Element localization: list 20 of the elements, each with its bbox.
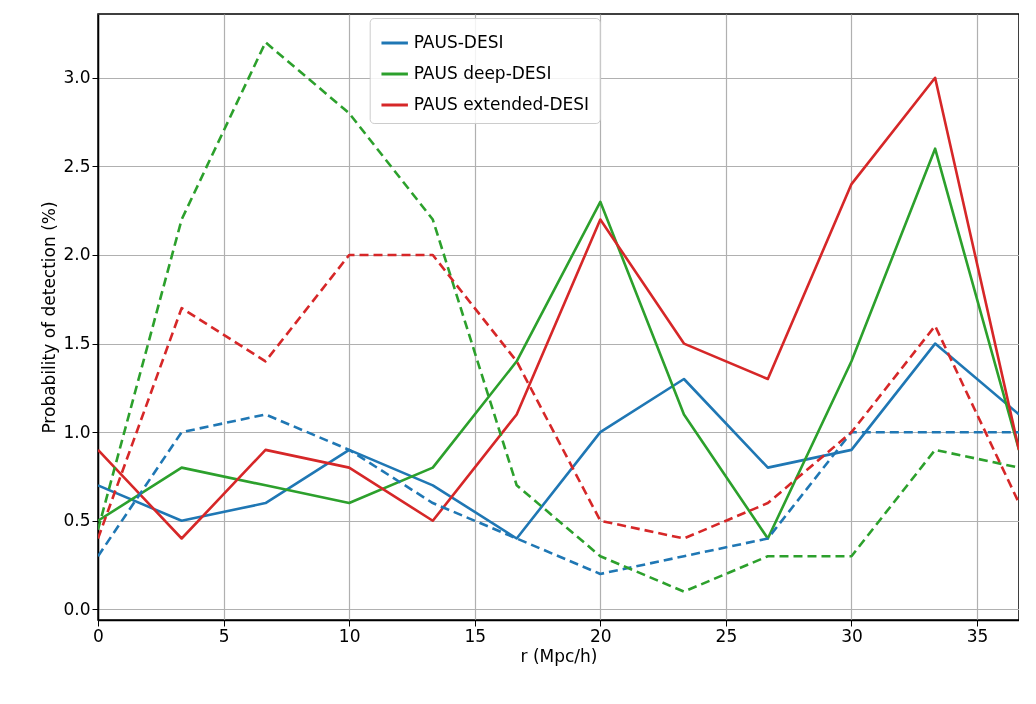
legend-label: PAUS extended-DESI <box>413 94 590 114</box>
y-tick-label: 1.5 <box>63 333 91 354</box>
x-tick-label: 15 <box>464 625 487 646</box>
x-tick-label: 5 <box>218 625 230 646</box>
legend-label: PAUS-DESI <box>413 32 504 52</box>
y-tick-label: 2.0 <box>63 244 91 265</box>
y-tick-label: 2.5 <box>63 155 91 176</box>
x-tick-label: 30 <box>841 625 863 646</box>
x-tick-label: 35 <box>966 625 989 646</box>
x-tick-label: 25 <box>715 625 738 646</box>
x-tick-label: 0 <box>93 625 104 646</box>
legend-label: PAUS deep-DESI <box>413 63 552 83</box>
y-axis-title: Probability of detection (%) <box>39 201 60 434</box>
x-axis-title: r (Mpc/h) <box>520 645 598 666</box>
x-tick-label: 10 <box>338 625 361 646</box>
y-tick-label: 0.5 <box>63 510 91 531</box>
y-tick-label: 3.0 <box>63 67 91 88</box>
y-tick-label: 0.0 <box>63 598 91 619</box>
x-tick-label: 20 <box>590 625 612 646</box>
y-tick-label: 1.0 <box>63 421 91 442</box>
